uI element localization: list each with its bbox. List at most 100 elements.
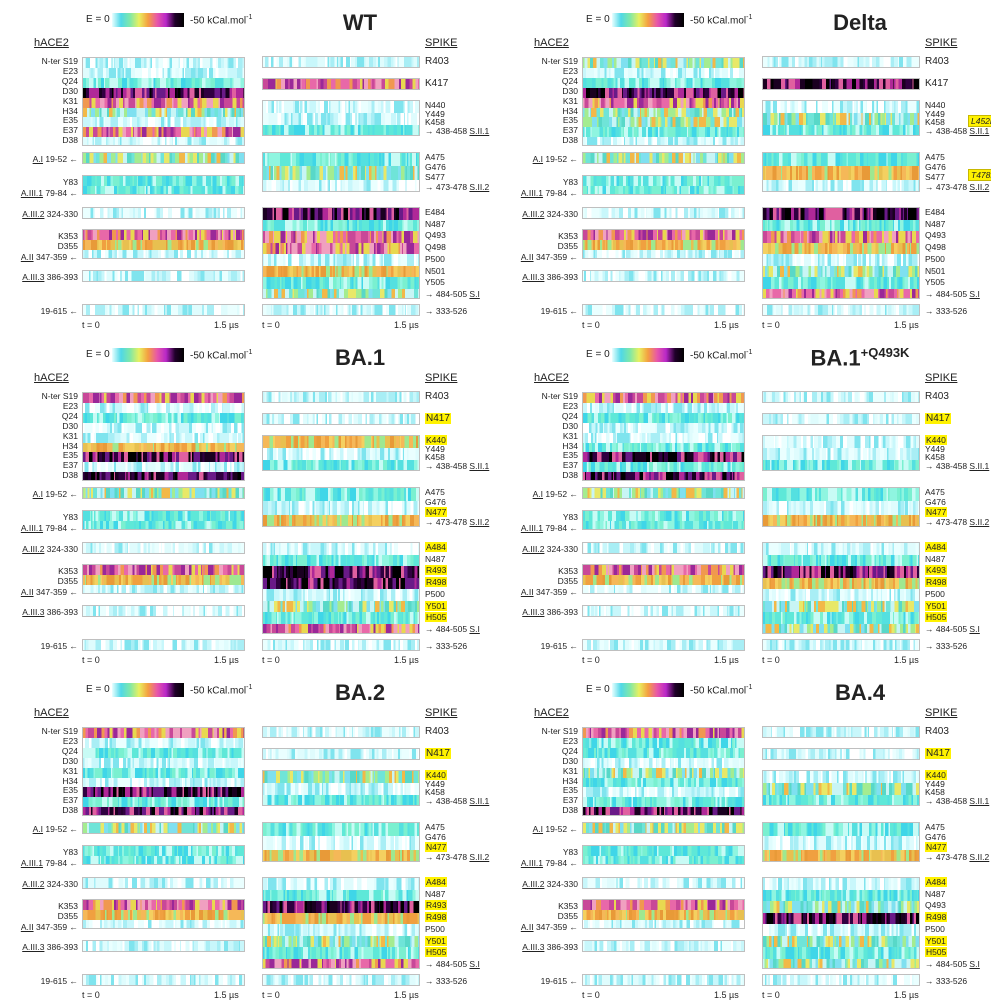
panel-wt: E = 0 -50 kCal.mol-1 WT hACE2 SPIKE N-ter S19… [0, 0, 490, 330]
colorbar-max-label: -50 kCal.mol-1 [690, 349, 753, 362]
energy-heatmap-strip [82, 229, 245, 259]
energy-heatmap-strip [82, 304, 245, 316]
ace2-region-label: 19-615 ← [40, 641, 78, 651]
ace2-region-label: A.III.2 324-330 [22, 544, 78, 554]
ace2-region-label: K353 [58, 901, 78, 911]
ace2-residue-label: E37 [562, 460, 578, 471]
ace2-residue-label: D30 [562, 420, 578, 431]
time-axis-start: t = 0 [582, 990, 600, 1000]
spike-residue-label: N440 [425, 100, 446, 110]
ace2-region-label: A.II 347-359 ← [20, 922, 78, 932]
energy-heatmap-strip [582, 845, 745, 865]
spike-residue-label: N417 [925, 413, 951, 424]
colorbar-min-label: E = 0 [86, 684, 110, 695]
spike-residue-label: A475 [925, 487, 945, 497]
panel-title: BA.2 [334, 680, 386, 705]
ace2-region-label: A.I 19-52 ← [532, 154, 578, 164]
ace2-region-label: A.III.3 386-393 [22, 272, 78, 282]
spike-residue-label: R498 [925, 577, 948, 588]
time-axis-start: t = 0 [262, 990, 280, 1000]
energy-heatmap-strip [762, 639, 920, 651]
spike-residue-label: K493 [925, 565, 947, 576]
spike-region-label: → 333-526 [925, 976, 968, 986]
spike-residue-label: R498 [425, 912, 448, 923]
spike-residue-label: Y449 [925, 108, 945, 119]
ace2-residue-label: E23 [562, 400, 578, 411]
energy-heatmap-strip [582, 229, 745, 259]
ace2-region-label: A.III.1 79-84 ← [20, 523, 78, 533]
time-axis-end: 1.5 µs [714, 320, 739, 330]
energy-heatmap-strip [82, 152, 245, 164]
colorbar [112, 13, 184, 27]
energy-heatmap-strip [262, 770, 420, 806]
ace2-residue-label: D30 [62, 420, 78, 431]
ace2-region-label: A.II 347-359 ← [20, 252, 78, 262]
ace2-region-label: A.III.3 386-393 [22, 607, 78, 617]
spike-residue-label: R498 [425, 577, 448, 588]
spike-residue-label: N487 [925, 888, 946, 899]
ace2-residue-label: N-ter S19 [541, 726, 578, 736]
spike-residue-label: K458 [425, 117, 445, 128]
energy-heatmap-strip [582, 207, 745, 219]
ace2-region-label: 19-615 ← [540, 306, 578, 316]
ace2-residue-label: K31 [562, 95, 578, 106]
spike-residue-label: E484 [925, 207, 945, 217]
ace2-residue-label: E37 [62, 125, 78, 136]
energy-heatmap-strip [262, 78, 420, 90]
spike-residue-label: A475 [925, 822, 945, 832]
ace2-residue-label: H34 [62, 440, 78, 451]
energy-heatmap-strip [82, 207, 245, 219]
ace2-residue-label: Q24 [61, 75, 78, 86]
energy-heatmap-strip [582, 940, 745, 952]
spike-residue-label: A475 [925, 152, 945, 162]
ace2-residue-label: E35 [562, 785, 578, 796]
ace2-residue-label: K31 [562, 765, 578, 776]
ace2-region-label: D355 [557, 911, 578, 921]
spike-residue-label: Q498 [925, 242, 946, 253]
ace2-residue-label: E37 [562, 125, 578, 136]
ace2-residue-label: D38 [562, 135, 578, 146]
ace2-residue-label: K31 [62, 430, 78, 441]
colorbar-max-label: -50 kCal.mol-1 [190, 14, 253, 27]
spike-header: SPIKE [425, 37, 458, 49]
time-axis-start: t = 0 [262, 320, 280, 330]
spike-header: SPIKE [425, 372, 458, 384]
colorbar [112, 348, 184, 362]
ace2-region-label: K353 [58, 231, 78, 241]
ace2-residue-label: H34 [562, 775, 578, 786]
energy-heatmap-strip [82, 57, 245, 147]
energy-heatmap-strip [582, 727, 745, 817]
ace2-residue-label: N-ter S19 [541, 56, 578, 66]
spike-region-label: → 333-526 [425, 976, 468, 986]
energy-heatmap-strip [262, 748, 420, 760]
energy-heatmap-strip [82, 605, 245, 617]
ace2-region-label: A.III.1 79-84 ← [520, 523, 578, 533]
colorbar-min-label: E = 0 [586, 14, 610, 25]
time-axis-start: t = 0 [582, 320, 600, 330]
ace2-region-label: 19-615 ← [40, 306, 78, 316]
energy-heatmap-strip [262, 542, 420, 634]
spike-residue-label: R498 [925, 912, 948, 923]
time-axis-end: 1.5 µs [394, 990, 419, 1000]
ace2-region-label: D355 [57, 576, 78, 586]
ace2-residue-label: N-ter S19 [541, 391, 578, 401]
spike-residue-label: K417 [425, 78, 449, 89]
spike-residue-label: K417 [925, 78, 949, 89]
spike-residue-label: K458 [925, 117, 945, 128]
energy-heatmap-strip [262, 435, 420, 471]
energy-heatmap-strip [582, 899, 745, 929]
energy-heatmap-strip [762, 770, 920, 806]
ace2-residue-label: Q24 [561, 410, 578, 421]
spike-residue-label: K440 [425, 770, 447, 780]
ace2-residue-label: D38 [562, 805, 578, 816]
spike-residue-label: G476 [425, 497, 446, 507]
ace2-residue-label: H34 [562, 440, 578, 451]
ace2-region-label: A.III.2 324-330 [22, 879, 78, 889]
spike-region-label: → 333-526 [925, 306, 968, 316]
time-axis-start: t = 0 [762, 655, 780, 665]
energy-heatmap-strip [82, 822, 245, 834]
spike-residue-label: Q498 [425, 242, 446, 253]
energy-heatmap-strip [82, 899, 245, 929]
energy-heatmap-strip [762, 748, 920, 760]
hace2-header: hACE2 [534, 707, 569, 719]
